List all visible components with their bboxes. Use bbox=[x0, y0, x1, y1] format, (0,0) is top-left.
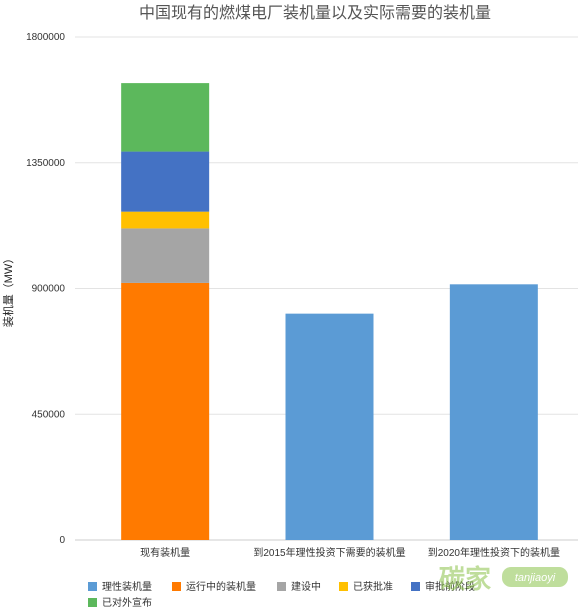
legend-swatch bbox=[172, 582, 181, 591]
legend-swatch bbox=[88, 582, 97, 591]
watermark-badge bbox=[502, 567, 568, 587]
bar-segment bbox=[121, 83, 210, 152]
bar-segment bbox=[121, 151, 210, 212]
y-axis-label: 装机量（MW） bbox=[1, 253, 15, 328]
category-label: 到2015年理性投资下需要的装机量 bbox=[253, 546, 405, 559]
category-label: 到2020年理性投资下的装机量 bbox=[428, 546, 560, 559]
y-tick-label: 900000 bbox=[32, 284, 66, 295]
bars bbox=[121, 83, 538, 540]
legend-entry: 审批前阶段 bbox=[425, 580, 475, 593]
chart-title: 中国现有的燃煤电厂装机量以及实际需要的装机量 bbox=[139, 4, 491, 22]
bar-segment bbox=[121, 282, 210, 540]
y-tick-label: 0 bbox=[59, 535, 65, 546]
legend-entry: 已获批准 bbox=[353, 580, 393, 593]
legend-swatch bbox=[88, 598, 97, 607]
legend-entry: 理性装机量 bbox=[102, 580, 152, 593]
watermark-text: 碳家 bbox=[439, 564, 491, 594]
bar-segment bbox=[121, 228, 210, 283]
bar-segment bbox=[121, 211, 210, 229]
bar-segment bbox=[285, 313, 374, 540]
legend-entry: 运行中的装机量 bbox=[186, 580, 256, 593]
y-tick-label: 1350000 bbox=[26, 158, 65, 169]
watermark-sub: tanjiaoyi bbox=[515, 572, 556, 584]
legend-swatch bbox=[411, 582, 420, 591]
watermark-logo: 碳家 tanjiaoyi bbox=[439, 564, 568, 594]
legend-entry: 已对外宣布 bbox=[102, 596, 152, 609]
bar-segment bbox=[449, 284, 538, 540]
legend-swatch bbox=[339, 582, 348, 591]
legend-entry: 建设中 bbox=[291, 580, 321, 593]
category-label: 现有装机量 bbox=[140, 546, 190, 559]
category-labels: 现有装机量 到2015年理性投资下需要的装机量 到2020年理性投资下的装机量 bbox=[140, 546, 560, 559]
y-tick-label: 1800000 bbox=[26, 32, 65, 43]
legend-swatch bbox=[277, 582, 286, 591]
y-tick-labels: 0 450000 900000 1350000 1800000 bbox=[26, 32, 65, 546]
y-tick-label: 450000 bbox=[32, 409, 66, 420]
